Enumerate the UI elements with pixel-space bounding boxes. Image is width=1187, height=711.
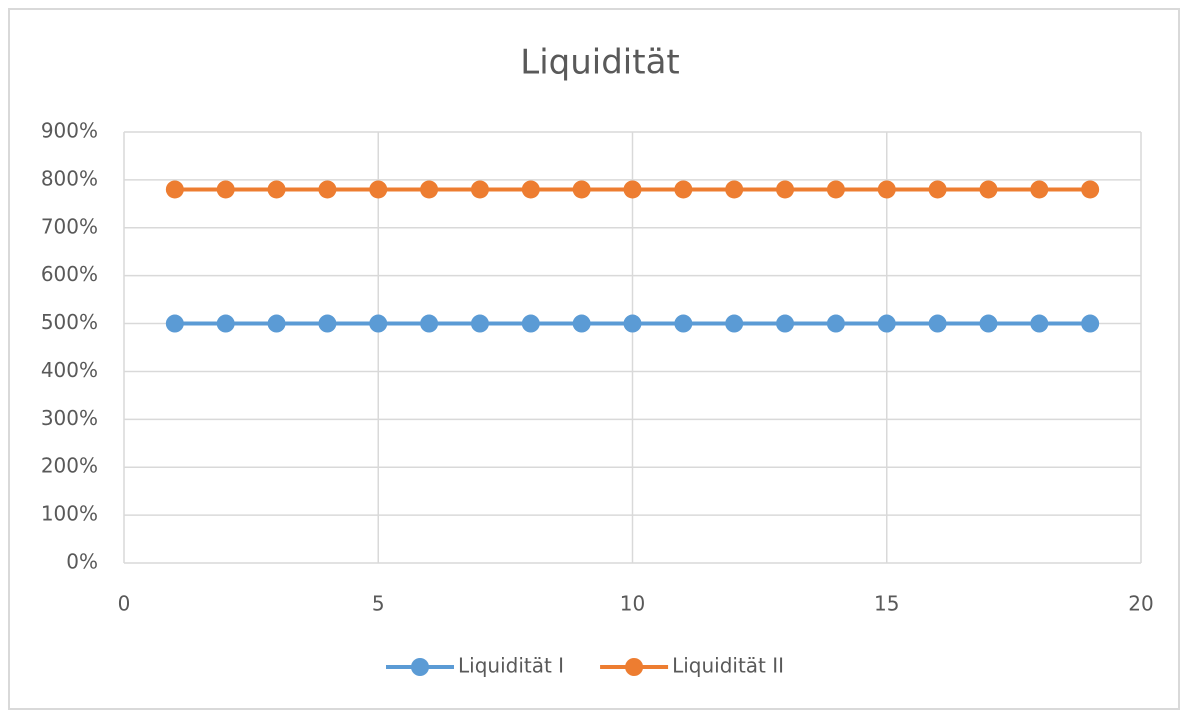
y-tick-label: 900%	[41, 119, 98, 143]
data-point	[623, 314, 642, 333]
data-point	[776, 314, 795, 333]
y-tick-label: 400%	[41, 358, 98, 382]
data-point	[826, 180, 845, 199]
chart-title: Liquidität	[520, 43, 680, 83]
y-tick-label: 200%	[41, 454, 98, 478]
x-tick-label: 15	[874, 592, 899, 616]
y-tick-label: 300%	[41, 406, 98, 430]
data-point	[776, 180, 795, 199]
data-point	[216, 180, 235, 199]
y-tick-label: 100%	[41, 502, 98, 526]
data-point	[674, 180, 693, 199]
data-point	[928, 180, 947, 199]
data-point	[267, 314, 286, 333]
data-point	[572, 314, 591, 333]
data-point	[420, 180, 439, 199]
data-point	[216, 314, 235, 333]
legend-marker	[411, 658, 429, 676]
data-point	[725, 180, 744, 199]
data-point	[572, 180, 591, 199]
data-point	[979, 180, 998, 199]
y-tick-label: 500%	[41, 310, 98, 334]
data-point	[826, 314, 845, 333]
data-point	[877, 314, 896, 333]
y-tick-label: 600%	[41, 262, 98, 286]
y-tick-label: 0%	[66, 550, 98, 574]
data-point	[674, 314, 693, 333]
data-point	[369, 180, 388, 199]
legend-label: Liquidität II	[672, 654, 784, 678]
x-tick-label: 20	[1128, 592, 1153, 616]
data-point	[267, 180, 286, 199]
data-point	[420, 314, 439, 333]
data-point	[623, 180, 642, 199]
data-point	[725, 314, 744, 333]
y-tick-label: 800%	[41, 166, 98, 190]
data-point	[521, 180, 540, 199]
data-point	[979, 314, 998, 333]
data-point	[318, 314, 337, 333]
data-point	[521, 314, 540, 333]
legend-label: Liquidität I	[458, 654, 564, 678]
y-tick-label: 700%	[41, 214, 98, 238]
x-tick-label: 0	[118, 592, 131, 616]
data-point	[877, 180, 896, 199]
data-point	[1081, 314, 1100, 333]
x-tick-label: 5	[372, 592, 385, 616]
data-point	[318, 180, 337, 199]
data-point	[369, 314, 388, 333]
data-point	[165, 180, 184, 199]
data-point	[1030, 180, 1049, 199]
data-point	[165, 314, 184, 333]
data-point	[470, 314, 489, 333]
chart-frame	[8, 8, 1180, 710]
data-point	[470, 180, 489, 199]
legend-marker	[625, 658, 644, 676]
data-point	[1030, 314, 1049, 333]
data-point	[1081, 180, 1100, 199]
x-tick-label: 10	[620, 592, 645, 616]
data-point	[928, 314, 947, 333]
